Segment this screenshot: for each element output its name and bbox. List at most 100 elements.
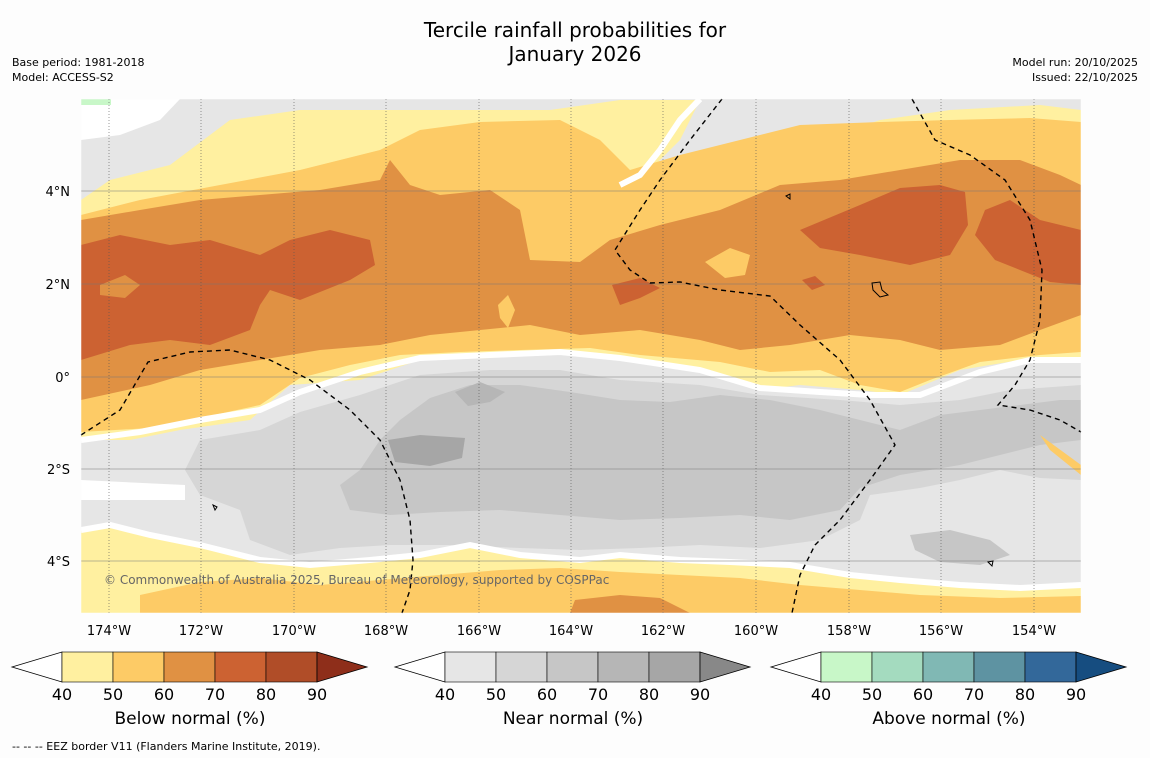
below-normal-50-patch	[1040, 435, 1081, 475]
below-normal-50-south	[140, 568, 1081, 613]
colorbars: 40 50 60 70 80 90 40 50 60 70 80 90 40 50 60 70 80 90	[10, 651, 1128, 704]
colorbar-above: 40 50 60 70 80 90	[769, 651, 1128, 704]
colorbar-tick-label: 60	[537, 685, 557, 704]
colorbar-tick-label: 40	[52, 685, 72, 704]
colorbar-segment	[495, 651, 548, 683]
eez-footnote: -- -- -- EEZ border V11 (Flanders Marine…	[12, 740, 321, 753]
lon-label: 162°W	[641, 624, 685, 639]
colorbar-tick-label: 50	[103, 685, 123, 704]
near-normal-70-patch	[455, 382, 505, 406]
colorbar-tick-label: 50	[862, 685, 882, 704]
below-normal-60-south	[570, 595, 690, 613]
colorbar-tick-label: 70	[205, 685, 225, 704]
colorbar-tick-label: 80	[1015, 685, 1035, 704]
colorbar-high-extend	[1075, 651, 1128, 683]
colorbar-tick-label: 90	[690, 685, 710, 704]
lon-label: 164°W	[549, 624, 593, 639]
colorbar-tick-label: 50	[486, 685, 506, 704]
colorbar-below: 40 50 60 70 80 90	[10, 651, 369, 704]
map-frame	[80, 98, 1082, 614]
below-normal-70-far-east	[975, 200, 1081, 285]
lat-label: 2°N	[46, 278, 71, 293]
copyright-text: © Commonwealth of Australia 2025, Bureau…	[104, 573, 609, 587]
title-line-2: January 2026	[508, 42, 642, 66]
colorbar-segment	[597, 651, 650, 683]
above-normal-patch	[81, 99, 111, 105]
colorbar-segment	[163, 651, 216, 683]
colorbar-low-extend	[393, 651, 446, 683]
near-normal-60	[340, 385, 1081, 520]
category-gap	[81, 521, 1081, 592]
colorbar-low-extend	[10, 651, 63, 683]
below-normal-70-west	[81, 230, 375, 360]
colorbar-segment	[820, 651, 873, 683]
rainfall-field	[81, 99, 1081, 613]
colorbar-near: 40 50 60 70 80 90	[393, 651, 752, 704]
colorbar-tick-label: 90	[1066, 685, 1086, 704]
lon-label: 158°W	[827, 624, 871, 639]
lon-label: 168°W	[364, 624, 408, 639]
colorbar-tick-label: 80	[639, 685, 659, 704]
islands	[212, 193, 994, 568]
legend-title-below: Below normal (%)	[114, 709, 266, 729]
category-gap	[81, 348, 1081, 443]
below-normal-50-patch	[795, 350, 860, 368]
lon-labels: 174°W 172°W 170°W 168°W 166°W 164°W 162°…	[87, 624, 1056, 639]
colorbar-low-extend	[769, 651, 822, 683]
lon-label: 156°W	[919, 624, 963, 639]
near-normal-70	[388, 435, 465, 466]
lon-label: 154°W	[1012, 624, 1056, 639]
near-normal-60-patch	[910, 530, 1010, 565]
colorbar-segment	[112, 651, 165, 683]
colorbar-tick-label: 40	[811, 685, 831, 704]
lat-gridlines	[81, 190, 1081, 562]
below-normal-70-patch	[612, 278, 660, 305]
colorbar-tick-label: 40	[435, 685, 455, 704]
lon-label: 160°W	[734, 624, 778, 639]
white-area	[81, 99, 180, 140]
colorbar-segment	[871, 651, 924, 683]
lon-label: 172°W	[179, 624, 223, 639]
meta-right: Model run: 20/10/2025 Issued: 22/10/2025	[1012, 55, 1138, 85]
colorbar-segment	[61, 651, 114, 683]
lon-label: 174°W	[87, 624, 131, 639]
legend-title-near: Near normal (%)	[502, 709, 644, 729]
legend-title-above: Above normal (%)	[872, 709, 1026, 729]
lat-label: 0°	[55, 371, 70, 386]
lon-label: 166°W	[457, 624, 501, 639]
lat-labels: 4°N 2°N 0° 2°S 4°S	[46, 185, 71, 570]
colorbar-segment	[265, 651, 318, 683]
colorbar-segment	[1024, 651, 1077, 683]
colorbar-tick-label: 70	[588, 685, 608, 704]
issued-date: Issued: 22/10/2025	[1031, 71, 1138, 84]
model-name: Model: ACCESS-S2	[12, 71, 114, 84]
colorbar-segment	[922, 651, 975, 683]
colorbar-high-extend	[699, 651, 752, 683]
lat-label: 2°S	[47, 463, 70, 478]
below-normal-60-patch	[100, 275, 140, 298]
white-area	[81, 480, 185, 500]
meta-left: Base period: 1981-2018 Model: ACCESS-S2	[12, 55, 144, 85]
lat-label: 4°S	[47, 555, 70, 570]
eez-borders	[80, 98, 1082, 614]
colorbar-segment	[973, 651, 1026, 683]
below-normal-70-patch	[802, 276, 825, 290]
lat-label: 4°N	[46, 185, 71, 200]
colorbar-segment	[444, 651, 497, 683]
below-normal-70-east	[800, 185, 968, 265]
model-run: Model run: 20/10/2025	[1012, 56, 1138, 69]
colorbar-tick-label: 90	[307, 685, 327, 704]
colorbar-tick-label: 80	[256, 685, 276, 704]
base-period: Base period: 1981-2018	[12, 56, 145, 69]
colorbar-segment	[546, 651, 599, 683]
category-gap	[618, 99, 703, 188]
colorbar-tick-label: 60	[913, 685, 933, 704]
colorbar-tick-label: 60	[154, 685, 174, 704]
colorbar-segment	[648, 651, 701, 683]
map-title: Tercile rainfall probabilities for Janua…	[0, 18, 1150, 66]
colorbar-high-extend	[316, 651, 369, 683]
below-normal-50-patch	[705, 248, 750, 278]
title-line-1: Tercile rainfall probabilities for	[423, 18, 727, 42]
colorbar-tick-label: 70	[964, 685, 984, 704]
